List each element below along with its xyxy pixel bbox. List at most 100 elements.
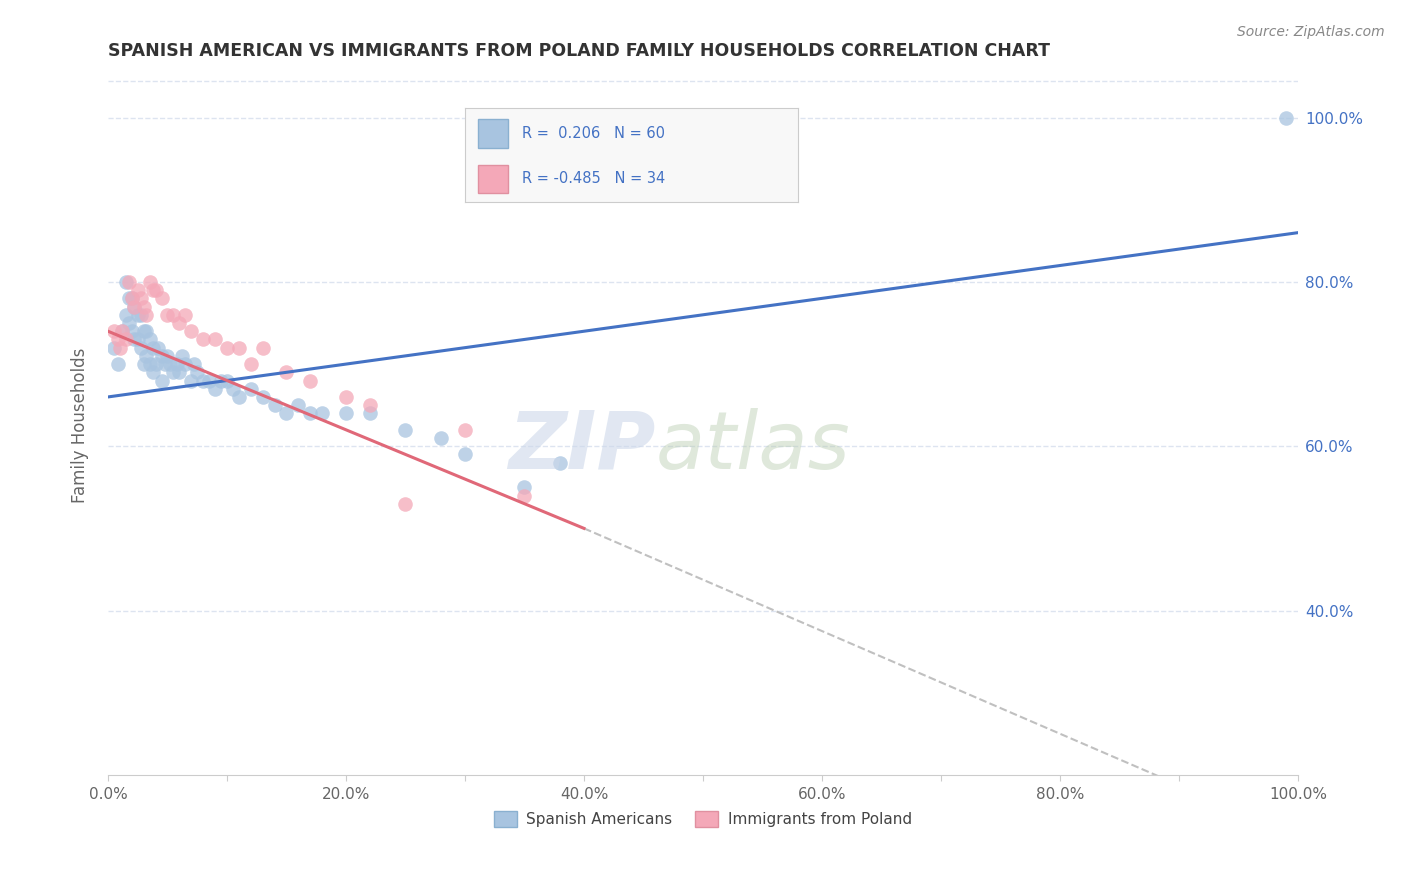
- Point: [276, 365, 298, 379]
- Text: atlas: atlas: [655, 408, 851, 485]
- Point: [166, 357, 188, 371]
- Point: [127, 333, 149, 347]
- Point: [122, 300, 145, 314]
- Point: [121, 324, 143, 338]
- Point: [107, 357, 129, 371]
- Point: [153, 357, 176, 371]
- Point: [299, 406, 322, 420]
- Point: [108, 341, 131, 355]
- Point: [122, 333, 145, 347]
- Point: [122, 300, 145, 314]
- Point: [215, 374, 238, 388]
- Point: [430, 431, 453, 445]
- Point: [1275, 111, 1298, 125]
- Text: ZIP: ZIP: [508, 408, 655, 485]
- Point: [118, 316, 141, 330]
- Point: [135, 324, 157, 338]
- Point: [132, 300, 155, 314]
- Point: [311, 406, 333, 420]
- Point: [115, 308, 138, 322]
- Point: [228, 390, 250, 404]
- Point: [118, 291, 141, 305]
- Point: [103, 324, 125, 338]
- Point: [252, 390, 274, 404]
- Point: [359, 406, 381, 420]
- Text: Source: ZipAtlas.com: Source: ZipAtlas.com: [1237, 25, 1385, 39]
- Point: [135, 349, 157, 363]
- Point: [239, 382, 262, 396]
- Point: [138, 333, 160, 347]
- Point: [287, 398, 309, 412]
- Legend: Spanish Americans, Immigrants from Poland: Spanish Americans, Immigrants from Polan…: [488, 805, 918, 833]
- Point: [132, 357, 155, 371]
- Point: [156, 308, 179, 322]
- Point: [204, 382, 226, 396]
- Point: [142, 365, 165, 379]
- Point: [132, 324, 155, 338]
- Point: [204, 333, 226, 347]
- Point: [142, 283, 165, 297]
- Point: [180, 374, 202, 388]
- Point: [121, 291, 143, 305]
- Point: [169, 365, 191, 379]
- Point: [150, 291, 173, 305]
- Point: [131, 341, 153, 355]
- Point: [138, 275, 160, 289]
- Point: [150, 349, 173, 363]
- Point: [228, 341, 250, 355]
- Point: [162, 365, 184, 379]
- Point: [111, 324, 134, 338]
- Point: [121, 291, 143, 305]
- Point: [513, 480, 536, 494]
- Text: SPANISH AMERICAN VS IMMIGRANTS FROM POLAND FAMILY HOUSEHOLDS CORRELATION CHART: SPANISH AMERICAN VS IMMIGRANTS FROM POLA…: [108, 42, 1050, 60]
- Point: [335, 390, 357, 404]
- Point: [215, 341, 238, 355]
- Point: [162, 308, 184, 322]
- Point: [193, 374, 215, 388]
- Point: [186, 365, 208, 379]
- Point: [159, 357, 181, 371]
- Point: [135, 308, 157, 322]
- Point: [239, 357, 262, 371]
- Point: [209, 374, 232, 388]
- Point: [115, 333, 138, 347]
- Point: [127, 308, 149, 322]
- Point: [263, 398, 285, 412]
- Point: [276, 406, 298, 420]
- Point: [222, 382, 245, 396]
- Point: [548, 456, 571, 470]
- Point: [513, 489, 536, 503]
- Point: [118, 275, 141, 289]
- Point: [115, 275, 138, 289]
- Point: [174, 357, 197, 371]
- Point: [180, 324, 202, 338]
- Point: [193, 333, 215, 347]
- Point: [146, 341, 169, 355]
- Point: [145, 283, 167, 297]
- Point: [107, 333, 129, 347]
- Point: [131, 308, 153, 322]
- Point: [145, 357, 167, 371]
- Point: [198, 374, 221, 388]
- Point: [394, 497, 416, 511]
- Point: [299, 374, 322, 388]
- Y-axis label: Family Households: Family Households: [72, 348, 89, 503]
- Point: [142, 341, 165, 355]
- Point: [335, 406, 357, 420]
- Point: [156, 349, 179, 363]
- Point: [138, 357, 160, 371]
- Point: [150, 374, 173, 388]
- Point: [103, 341, 125, 355]
- Point: [111, 324, 134, 338]
- Point: [252, 341, 274, 355]
- Point: [170, 349, 193, 363]
- Point: [183, 357, 205, 371]
- Point: [394, 423, 416, 437]
- Point: [131, 291, 153, 305]
- Point: [359, 398, 381, 412]
- Point: [127, 283, 149, 297]
- Point: [454, 423, 477, 437]
- Point: [454, 447, 477, 461]
- Point: [169, 316, 191, 330]
- Point: [174, 308, 197, 322]
